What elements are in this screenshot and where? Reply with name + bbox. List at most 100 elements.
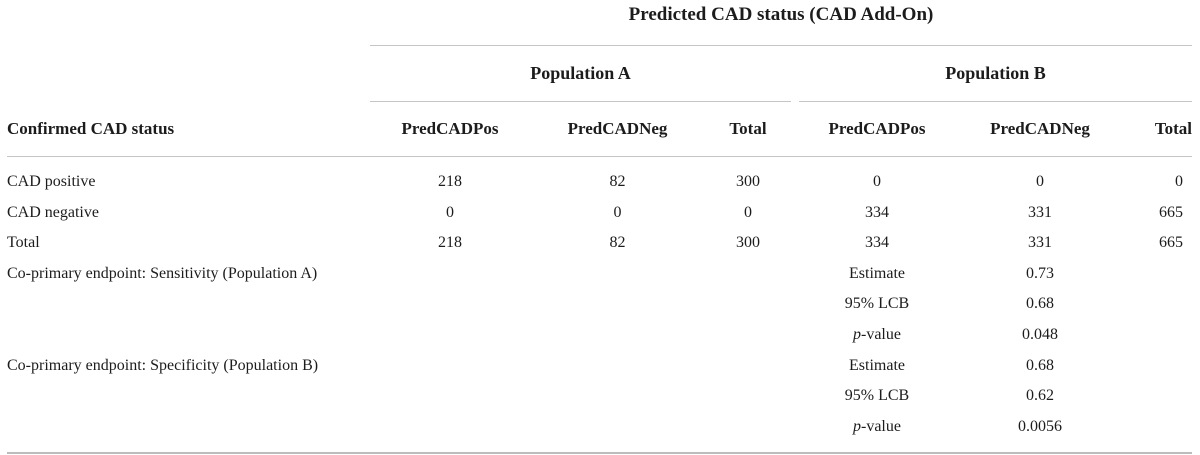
- cell-gap: [791, 351, 799, 382]
- table-row-specificity-estimate: Co-primary endpoint: Specificity (Popula…: [7, 351, 1192, 382]
- cell-gap: [791, 412, 799, 454]
- cell-b-total: 0: [1175, 173, 1183, 191]
- cad-results-table: Predicted CAD status (CAD Add-On) Popula…: [7, 0, 1192, 455]
- col-header-a-predcadpos: PredCADPos: [370, 101, 530, 157]
- stat-name: Estimate: [799, 351, 955, 382]
- stat-name: p-value: [799, 320, 955, 351]
- col-header-b-total: Total: [1125, 101, 1192, 157]
- table-row-cad-positive: CAD positive 218 82 300 0 0 0: [7, 157, 1192, 198]
- col-header-b-predcadpos: PredCADPos: [799, 101, 955, 157]
- endpoint-label-specificity: Co-primary endpoint: Specificity (Popula…: [7, 356, 319, 374]
- stat-value: 0.68: [1026, 356, 1054, 374]
- cell-empty: [1125, 412, 1192, 454]
- cell-empty: [7, 289, 370, 320]
- cell-empty: [7, 320, 370, 351]
- cell-gap: [791, 228, 799, 259]
- table-row-sensitivity-pvalue: p-value 0.048: [7, 320, 1192, 351]
- cell-empty: [705, 351, 791, 382]
- cell-a-predcadneg: 0: [613, 203, 622, 221]
- stat-value: 0.048: [1022, 326, 1058, 344]
- cell-empty: [1125, 289, 1192, 320]
- cell-a-total: 0: [744, 203, 752, 221]
- cell-b-predcadpos: 0: [873, 173, 881, 191]
- cell-empty: [7, 412, 370, 454]
- stat-name-part: -value: [861, 326, 901, 344]
- cell-empty: [530, 412, 705, 454]
- stat-value: 0.73: [1026, 264, 1054, 282]
- stat-name-part: Estimate: [849, 264, 905, 282]
- stat-name-italic-part: p: [853, 417, 861, 435]
- group-gap: [791, 46, 799, 102]
- group-header-row: Population A Population B: [7, 45, 1192, 102]
- cell-empty: [370, 351, 530, 382]
- spanner-title-row: Predicted CAD status (CAD Add-On): [7, 0, 1192, 46]
- cell-gap: [791, 198, 799, 229]
- cell-gap: [791, 320, 799, 351]
- endpoint-label-sensitivity: Co-primary endpoint: Sensitivity (Popula…: [7, 264, 318, 282]
- stat-name-part: Estimate: [849, 356, 905, 374]
- stat-name: p-value: [799, 412, 955, 454]
- stat-name: 95% LCB: [799, 381, 955, 412]
- row-header-confirmed-cad-status: Confirmed CAD status: [7, 101, 370, 157]
- cell-gap: [791, 157, 799, 198]
- cell-b-predcadpos: 334: [865, 234, 889, 252]
- row-label: Total: [7, 234, 40, 252]
- stat-name-part: 95% LCB: [844, 295, 910, 313]
- cell-gap: [791, 289, 799, 320]
- stat-value: 0.0056: [1018, 417, 1062, 435]
- cell-a-predcadneg: 82: [609, 234, 626, 252]
- cell-empty: [370, 289, 530, 320]
- stat-value: 0.62: [1026, 387, 1054, 405]
- cell-empty: [705, 381, 791, 412]
- cell-empty: [705, 320, 791, 351]
- cell-b-predcadneg: 0: [1036, 173, 1044, 191]
- cell-empty: [1125, 381, 1192, 412]
- column-gap: [791, 101, 799, 157]
- cell-empty: [705, 289, 791, 320]
- col-header-b-predcadneg: PredCADNeg: [955, 101, 1125, 157]
- table-row-specificity-lcb: 95% LCB 0.62: [7, 381, 1192, 412]
- cell-empty: [530, 320, 705, 351]
- cell-empty: [1125, 351, 1192, 382]
- cell-gap: [791, 259, 799, 290]
- cell-empty: [1125, 320, 1192, 351]
- cell-empty: [370, 259, 530, 290]
- group-label-population-a: Population A: [370, 45, 791, 102]
- cell-empty: [705, 412, 791, 454]
- cell-a-predcadpos: 0: [446, 203, 454, 221]
- cell-gap: [791, 381, 799, 412]
- cell-empty: [530, 259, 705, 290]
- column-header-row: Confirmed CAD status PredCADPos PredCADN…: [7, 101, 1192, 157]
- table-row-cad-negative: CAD negative 0 0 0 334 331 665: [7, 198, 1192, 229]
- stat-name: Estimate: [799, 259, 955, 290]
- table-row-total: Total 218 82 300 334 331 665: [7, 228, 1192, 259]
- row-label: CAD positive: [7, 173, 96, 191]
- col-header-a-total: Total: [705, 101, 791, 157]
- cell-a-predcadneg: 82: [609, 173, 626, 191]
- cell-a-predcadpos: 218: [438, 173, 462, 191]
- cell-b-total: 665: [1159, 234, 1183, 252]
- cell-empty: [7, 0, 370, 46]
- cell-empty: [370, 381, 530, 412]
- cell-a-total: 300: [736, 234, 760, 252]
- cell-empty: [370, 412, 530, 454]
- table-row-sensitivity-lcb: 95% LCB 0.68: [7, 289, 1192, 320]
- stat-name: 95% LCB: [799, 289, 955, 320]
- cell-b-predcadneg: 331: [1028, 203, 1052, 221]
- stat-name-part: -value: [861, 417, 901, 435]
- cell-empty: [1125, 259, 1192, 290]
- bottom-rule-row: [7, 452, 1192, 455]
- stat-name-italic-part: p: [853, 326, 861, 344]
- cell-empty: [530, 381, 705, 412]
- stat-name-part: 95% LCB: [844, 387, 910, 405]
- cell-empty: [370, 320, 530, 351]
- cell-b-predcadneg: 331: [1028, 234, 1052, 252]
- table-row-specificity-pvalue: p-value 0.0056: [7, 412, 1192, 454]
- stat-value: 0.68: [1026, 295, 1054, 313]
- cell-empty: [7, 381, 370, 412]
- row-label: CAD negative: [7, 203, 99, 221]
- group-label-population-b: Population B: [799, 45, 1192, 102]
- cell-a-total: 300: [736, 173, 760, 191]
- cell-empty: [530, 289, 705, 320]
